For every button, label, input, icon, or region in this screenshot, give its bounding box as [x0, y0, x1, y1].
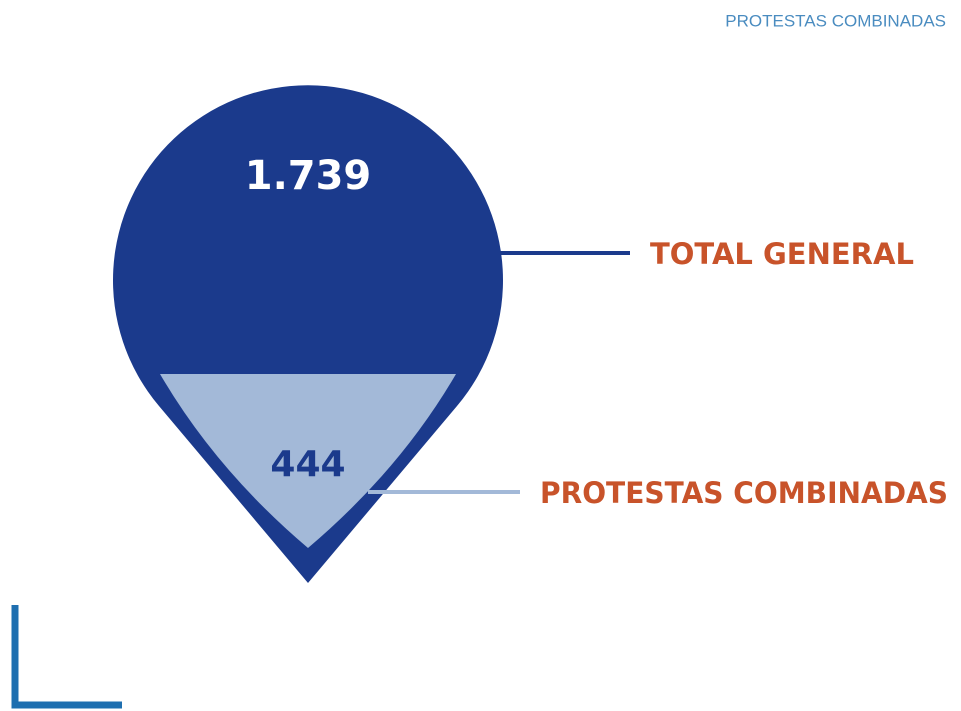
header-title: PROTESTAS COMBINADAS: [725, 11, 946, 30]
total-label: TOTAL GENERAL: [650, 237, 914, 271]
total-value: 1.739: [245, 153, 372, 199]
combined-value: 444: [270, 444, 345, 485]
combined-label: PROTESTAS COMBINADAS: [540, 476, 948, 510]
drop-shape: [112, 85, 503, 583]
corner-bracket: [11, 605, 122, 709]
drop-inner: [160, 374, 456, 548]
